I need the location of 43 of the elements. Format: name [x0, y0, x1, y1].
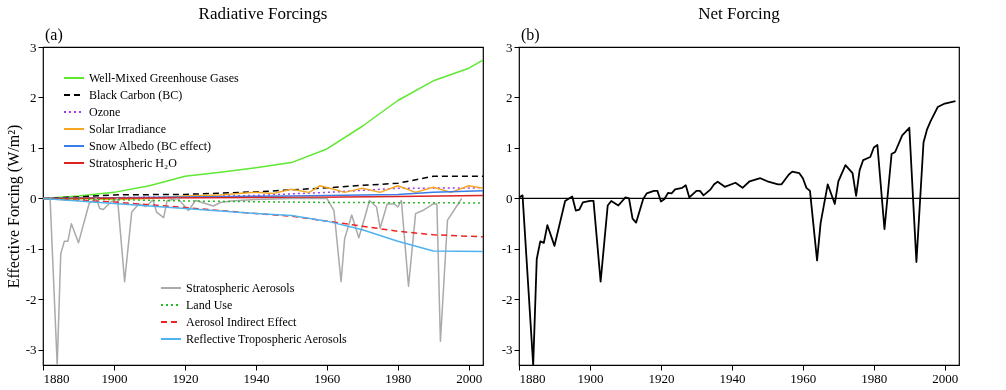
legend-label: Reflective Tropospheric Aerosols	[186, 332, 347, 346]
legend-label: Snow Albedo (BC effect)	[89, 139, 212, 153]
legend-label: Ozone	[89, 105, 121, 119]
x-tick-label: 1980	[861, 370, 888, 386]
chart-title: Radiative Forcings	[198, 4, 328, 23]
x-tick-label: 1900	[101, 370, 128, 386]
y-tick-label: 0	[506, 190, 513, 206]
y-axis-title: Effective Forcing (W/m²)	[4, 124, 23, 289]
y-tick-label: -3	[501, 342, 513, 358]
legend-label: Aerosol Indirect Effect	[186, 315, 298, 329]
x-tick-label: 1960	[314, 370, 341, 386]
y-tick-label: 0	[30, 190, 37, 206]
x-tick-label: 1920	[648, 370, 675, 386]
y-tick-label: 2	[30, 89, 37, 105]
x-tick-label: 1900	[577, 370, 604, 386]
legend-label: Stratospheric H₂O	[89, 156, 178, 170]
y-tick-label: -1	[25, 241, 37, 257]
legend-label: Stratospheric Aerosols	[186, 281, 295, 295]
legend-label: Well-Mixed Greenhouse Gases	[89, 71, 239, 85]
y-tick-label: 3	[506, 39, 513, 55]
x-tick-label: 1880	[43, 370, 70, 386]
chart-title: Net Forcing	[698, 4, 781, 23]
y-tick-label: 2	[506, 89, 513, 105]
y-tick-label: -2	[501, 291, 513, 307]
x-tick-label: 2000	[456, 370, 483, 386]
y-tick-label: 3	[30, 39, 37, 55]
y-tick-label: -2	[25, 291, 37, 307]
legend-label: Land Use	[186, 298, 233, 312]
legend-label: Solar Irradiance	[89, 122, 166, 136]
text: (a)	[45, 26, 63, 44]
x-tick-label: 1960	[790, 370, 817, 386]
y-tick-label: 1	[506, 140, 513, 156]
text: (b)	[521, 26, 540, 44]
legend-label: Black Carbon (BC)	[89, 88, 183, 102]
x-tick-label: 2000	[932, 370, 959, 386]
x-tick-label: 1940	[719, 370, 746, 386]
y-tick-label: 1	[30, 140, 37, 156]
y-tick-label: -3	[25, 342, 37, 358]
y-tick-label: -1	[501, 241, 513, 257]
x-tick-label: 1880	[519, 370, 546, 386]
x-tick-label: 1940	[243, 370, 270, 386]
x-tick-label: 1980	[385, 370, 412, 386]
x-tick-label: 1920	[172, 370, 199, 386]
